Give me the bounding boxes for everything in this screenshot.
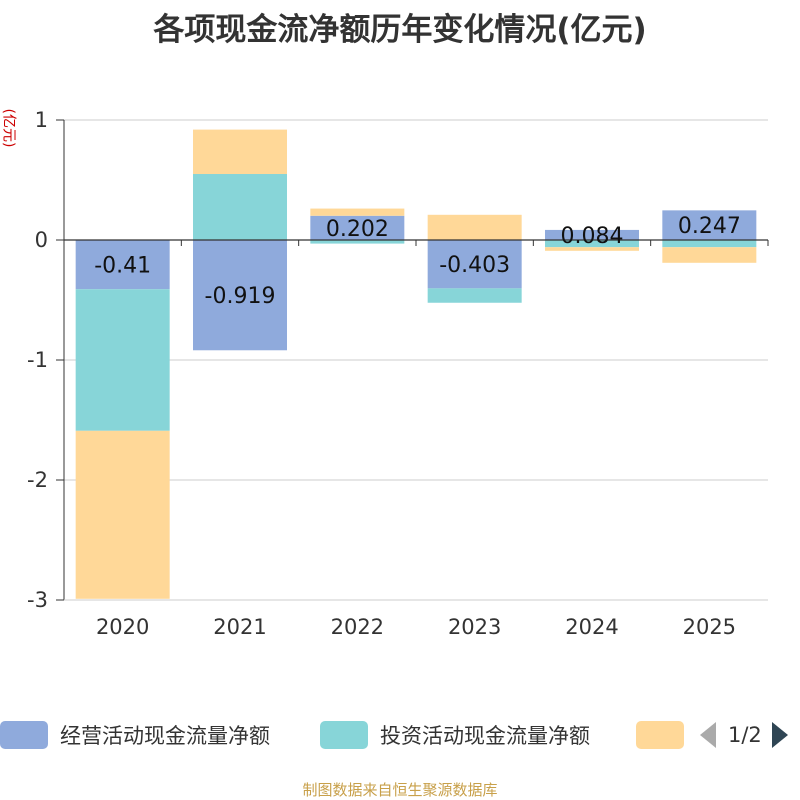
data-label: -0.41 — [94, 254, 151, 279]
bar-investing-2024 — [545, 240, 639, 248]
legend: 经营活动现金流量净额 投资活动现金流量净额 — [0, 714, 800, 754]
bar-operating-2024 — [545, 229, 639, 240]
bar-investing-2022 — [310, 240, 405, 244]
bar-operating-2025 — [662, 210, 757, 240]
legend-swatch-operating — [0, 721, 48, 749]
y-tick-label: 0 — [35, 228, 48, 252]
pager-page-text: 1/2 — [728, 723, 762, 747]
bar-operating-2023 — [427, 240, 522, 289]
bar-investing-2023 — [427, 288, 522, 303]
data-label: 0.084 — [561, 224, 624, 249]
bar-financing-2024 — [545, 247, 639, 251]
source-note: 制图数据来自恒生聚源数据库 — [302, 781, 498, 799]
x-tick-label: 2020 — [96, 615, 149, 639]
bar-financing-2022 — [310, 208, 405, 216]
legend-item-investing[interactable]: 投资活动现金流量净额 — [320, 720, 590, 750]
bar-financing-2025 — [662, 247, 757, 263]
data-label: 0.202 — [326, 217, 389, 242]
legend-swatch-financing — [636, 721, 684, 749]
data-label: 0.247 — [678, 214, 741, 239]
pager-next-icon[interactable] — [771, 722, 788, 748]
bar-financing-2020 — [75, 430, 170, 599]
legend-label-investing: 投资活动现金流量净额 — [380, 724, 590, 748]
bar-financing-2023 — [427, 214, 522, 240]
bar-operating-2020 — [75, 240, 170, 290]
bar-chart: 1 0 -1 -2 -3 2020 2021 2022 2023 2024 2025 -0.41 -0.… — [27, 108, 769, 639]
bar-investing-2025 — [662, 240, 757, 248]
y-tick-label: -1 — [27, 348, 48, 372]
chart-title: 各项现金流净额历年变化情况(亿元) — [153, 12, 647, 48]
legend-swatch-investing — [320, 721, 368, 749]
x-tick-label: 2024 — [565, 615, 618, 639]
legend-label-operating: 经营活动现金流量净额 — [60, 724, 270, 748]
y-tick-label: -3 — [27, 588, 48, 612]
legend-pager: 1/2 — [700, 720, 788, 750]
y-tick-label: -2 — [27, 468, 48, 492]
data-label: -0.919 — [205, 284, 276, 309]
y-tick-label: 1 — [35, 108, 48, 132]
bar-investing-2020 — [75, 289, 170, 431]
data-label: -0.403 — [439, 253, 510, 278]
x-tick-label: 2023 — [448, 615, 501, 639]
legend-item-operating[interactable]: 经营活动现金流量净额 — [0, 720, 270, 750]
bar-investing-2021 — [193, 174, 287, 240]
bar-operating-2022 — [310, 215, 405, 240]
legend-item-financing[interactable] — [636, 720, 684, 750]
bar-operating-2021 — [193, 240, 287, 351]
pager-prev-icon[interactable] — [700, 722, 716, 748]
bar-financing-2021 — [193, 129, 287, 174]
x-tick-label: 2025 — [683, 615, 736, 639]
x-tick-label: 2021 — [213, 615, 266, 639]
x-tick-label: 2022 — [331, 615, 384, 639]
